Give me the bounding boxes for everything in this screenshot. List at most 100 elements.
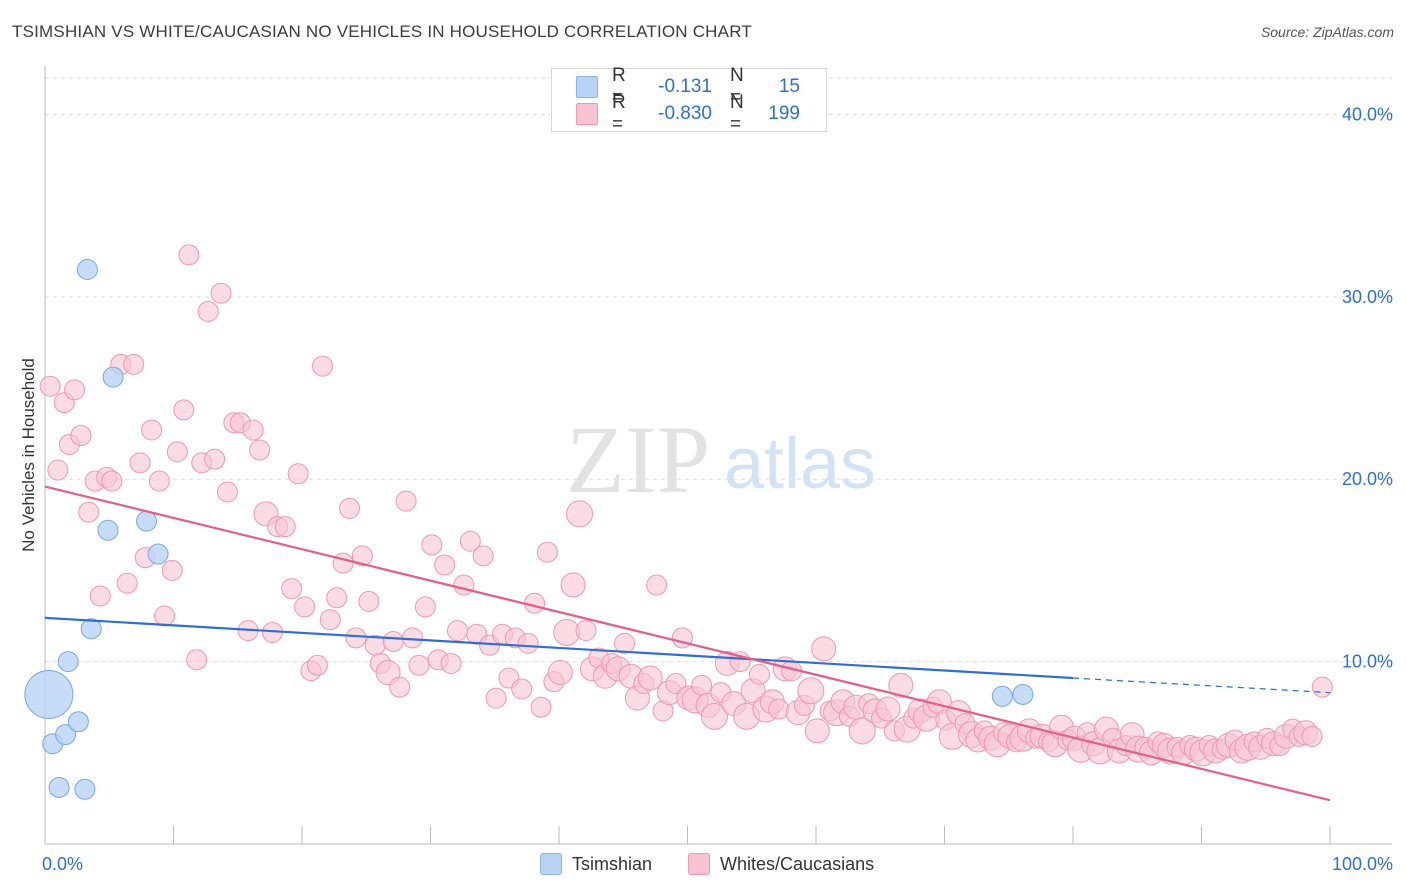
white-point-90 [614,632,636,654]
white-point-133 [888,672,914,698]
legend-item-whites: Whites/Caucasians [688,853,874,875]
white-point-68 [472,545,494,567]
white-point-95 [646,574,668,596]
white-point-28 [216,481,238,503]
white-point-45 [326,587,348,609]
white-point-4 [64,379,86,401]
legend-swatch-tsimshian [540,853,562,875]
tsimshian-point-0 [24,669,74,719]
white-point-83 [566,500,594,528]
white-point-114 [768,698,790,720]
white-point-21 [173,399,195,421]
trend-line-1 [44,485,1331,802]
trend-lines [44,485,1331,802]
white-point-13 [123,353,145,375]
legend-r-label: R = [612,65,626,108]
watermark: ZIP atlas [566,406,876,513]
white-point-39 [287,463,309,485]
series-tsimshian [24,259,1034,800]
tsimshian-point-10 [102,366,124,388]
legend-n-label: N = [730,65,744,108]
tsimshian-point-12 [147,543,169,565]
tsimshian-point-11 [136,510,158,532]
legend-row-tsimshian: R = -0.131 N = 15 [576,65,800,108]
white-point-47 [339,497,361,519]
white-point-62 [434,554,456,576]
tsimshian-point-6 [74,778,96,800]
y-tick-label-2: 30.0% [1342,287,1393,307]
white-point-20 [166,441,188,463]
white-point-78 [536,541,558,563]
white-point-54 [382,631,404,653]
legend-swatch-whites [576,103,598,125]
white-point-22 [178,244,200,266]
correlation-legend: R = -0.131 N = 15 R = -0.830 N = 199 [551,65,827,135]
white-point-12 [116,572,138,594]
white-point-60 [421,534,443,556]
legend-swatch-tsimshian [576,76,598,98]
tsimshian-point-14 [1012,683,1034,705]
white-point-1 [47,459,69,481]
white-point-65 [453,574,475,596]
white-point-102 [691,674,713,696]
tsimshian-point-13 [991,685,1013,707]
white-point-197 [1301,725,1323,747]
tick-labels: 10.0% 20.0% 30.0% 40.0% 0.0% 100.0% [42,104,1393,874]
white-point-0 [39,375,61,397]
white-point-43 [312,355,334,377]
trend-line-dashed-0 [1072,677,1331,694]
tsimshian-point-2 [48,776,70,798]
white-point-55 [389,676,411,698]
white-point-104 [700,702,728,730]
legend-n-label: N = [730,92,744,135]
white-point-84 [575,620,597,642]
white-point-50 [358,590,380,612]
white-point-6 [78,501,100,523]
white-point-37 [274,516,296,538]
white-point-18 [154,605,176,627]
white-point-14 [129,452,151,474]
white-point-33 [249,439,271,461]
white-point-64 [446,620,468,642]
white-point-23 [186,649,208,671]
white-point-25 [197,300,219,322]
white-point-5 [70,424,92,446]
series-whites-caucasians [39,244,1333,767]
white-point-26 [204,448,226,470]
legend-swatch-whites [688,853,711,875]
white-point-120 [804,718,830,744]
white-point-40 [294,596,316,618]
y-tick-label-1: 20.0% [1342,469,1393,489]
white-point-127 [848,717,876,745]
legend-row-whites: R = -0.830 N = 199 [576,92,800,135]
white-point-82 [560,572,586,598]
legend-n-value: 15 [778,76,800,97]
white-point-74 [511,678,533,700]
white-point-8 [89,585,111,607]
white-point-66 [459,530,481,552]
watermark-atlas: atlas [724,424,876,504]
white-point-77 [530,696,552,718]
white-point-80 [547,660,573,686]
white-point-32 [242,419,264,441]
y-tick-label-3: 40.0% [1342,104,1393,124]
y-axis-label: No Vehicles in Household [19,358,38,552]
white-point-70 [485,687,507,709]
x-tick-label-0: 0.0% [42,854,83,874]
legend-r-value: -0.131 [658,76,712,97]
white-point-19 [161,559,183,581]
white-point-121 [811,636,837,662]
x-tick-label-1: 100.0% [1332,854,1393,874]
tsimshian-point-3 [55,724,77,746]
white-point-75 [517,632,539,654]
tsimshian-point-8 [80,618,102,640]
legend-label-whites: Whites/Caucasians [720,853,875,874]
series-legend: Tsimshian Whites/Caucasians [540,853,910,875]
white-point-49 [351,545,373,567]
tsimshian-point-9 [97,519,119,541]
watermark-zip: ZIP [566,406,710,513]
source-label: Source: ZipAtlas.com [1260,24,1394,40]
white-point-16 [141,419,163,441]
tsimshian-point-7 [76,259,98,280]
